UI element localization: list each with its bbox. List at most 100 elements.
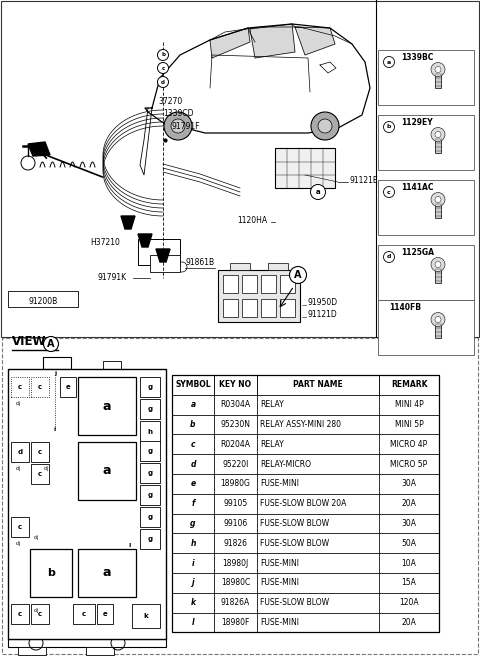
Text: R0304A: R0304A [220, 400, 251, 409]
Text: 91950D: 91950D [307, 298, 337, 307]
Bar [31, 442, 49, 462]
Circle shape [431, 312, 445, 327]
Bar [257, 613, 379, 632]
Bar [257, 593, 379, 613]
Text: b: b [47, 568, 55, 578]
Text: j: j [54, 371, 56, 376]
Text: e: e [66, 384, 71, 390]
Bar [242, 299, 257, 317]
Bar [172, 593, 214, 613]
Bar [214, 593, 257, 613]
Text: MICRO 5P: MICRO 5P [390, 460, 428, 468]
Text: c: c [387, 190, 391, 194]
Text: d: d [387, 255, 391, 260]
Bar [140, 485, 160, 505]
Bar [97, 604, 113, 624]
Text: cij: cij [15, 401, 21, 406]
Bar [8, 639, 166, 647]
Bar [172, 454, 214, 474]
Text: k: k [144, 613, 148, 619]
Text: 91200B: 91200B [28, 297, 58, 306]
Bar [8, 369, 166, 639]
Text: 95220I: 95220I [222, 460, 249, 468]
Text: c: c [18, 611, 22, 617]
Polygon shape [432, 194, 444, 205]
Polygon shape [432, 64, 444, 75]
Bar [218, 270, 300, 322]
Bar [78, 549, 136, 597]
Text: k: k [191, 598, 195, 607]
Circle shape [435, 197, 441, 203]
Text: j: j [192, 579, 194, 587]
Text: A: A [47, 339, 55, 349]
Bar [230, 263, 250, 270]
Text: 30A: 30A [401, 519, 417, 528]
Circle shape [171, 119, 185, 133]
Bar [379, 514, 439, 533]
Text: a: a [316, 189, 320, 195]
Bar [280, 299, 295, 317]
Bar [172, 474, 214, 494]
Text: g: g [147, 384, 153, 390]
Bar [379, 494, 439, 514]
Bar [73, 604, 95, 624]
Bar [78, 442, 136, 500]
Circle shape [435, 66, 441, 73]
Text: MICRO 4P: MICRO 4P [390, 440, 428, 449]
Text: cij: cij [15, 466, 21, 471]
Bar [31, 604, 49, 624]
Bar [43, 357, 71, 369]
Bar [242, 275, 257, 293]
Text: 91861B: 91861B [185, 258, 214, 267]
Text: c: c [18, 524, 22, 530]
Text: 1339BC: 1339BC [401, 53, 433, 62]
Bar [8, 291, 78, 307]
Bar [257, 553, 379, 573]
Bar [150, 255, 180, 272]
Text: c: c [82, 611, 86, 617]
Circle shape [384, 251, 395, 262]
Bar [172, 533, 214, 553]
Bar [172, 613, 214, 632]
Bar [172, 375, 214, 395]
Bar [2, 338, 478, 654]
Bar [378, 300, 474, 355]
Bar [140, 529, 160, 549]
Text: SYMBOL: SYMBOL [175, 380, 211, 390]
Text: h: h [147, 429, 153, 435]
Bar [379, 415, 439, 434]
Text: g: g [147, 406, 153, 412]
Bar [103, 361, 121, 369]
Circle shape [311, 184, 325, 199]
Text: 1129EY: 1129EY [401, 118, 432, 127]
Bar [275, 148, 335, 188]
Bar [132, 604, 160, 628]
Polygon shape [432, 259, 444, 270]
Circle shape [431, 192, 445, 207]
Text: H37210: H37210 [90, 238, 120, 247]
Text: 20A: 20A [402, 618, 417, 627]
Polygon shape [28, 142, 50, 156]
Text: 91826: 91826 [224, 539, 248, 548]
Bar [214, 395, 257, 415]
Bar [140, 399, 160, 419]
Bar [257, 514, 379, 533]
Polygon shape [138, 234, 152, 247]
Bar [257, 573, 379, 593]
Text: VIEW: VIEW [12, 335, 47, 348]
Polygon shape [156, 249, 170, 262]
Text: f: f [192, 499, 195, 508]
Bar [214, 454, 257, 474]
Text: a: a [103, 567, 111, 579]
Text: 1120HA: 1120HA [237, 216, 267, 225]
Text: d: d [17, 449, 23, 455]
Text: g: g [147, 536, 153, 542]
Text: 30A: 30A [401, 480, 417, 489]
Bar [268, 263, 288, 270]
Bar [378, 50, 474, 105]
Text: e: e [191, 480, 195, 489]
Bar [214, 514, 257, 533]
Text: RELAY ASSY-MINI 280: RELAY ASSY-MINI 280 [260, 420, 341, 429]
Text: FUSE-SLOW BLOW: FUSE-SLOW BLOW [260, 598, 329, 607]
Bar [138, 239, 180, 265]
